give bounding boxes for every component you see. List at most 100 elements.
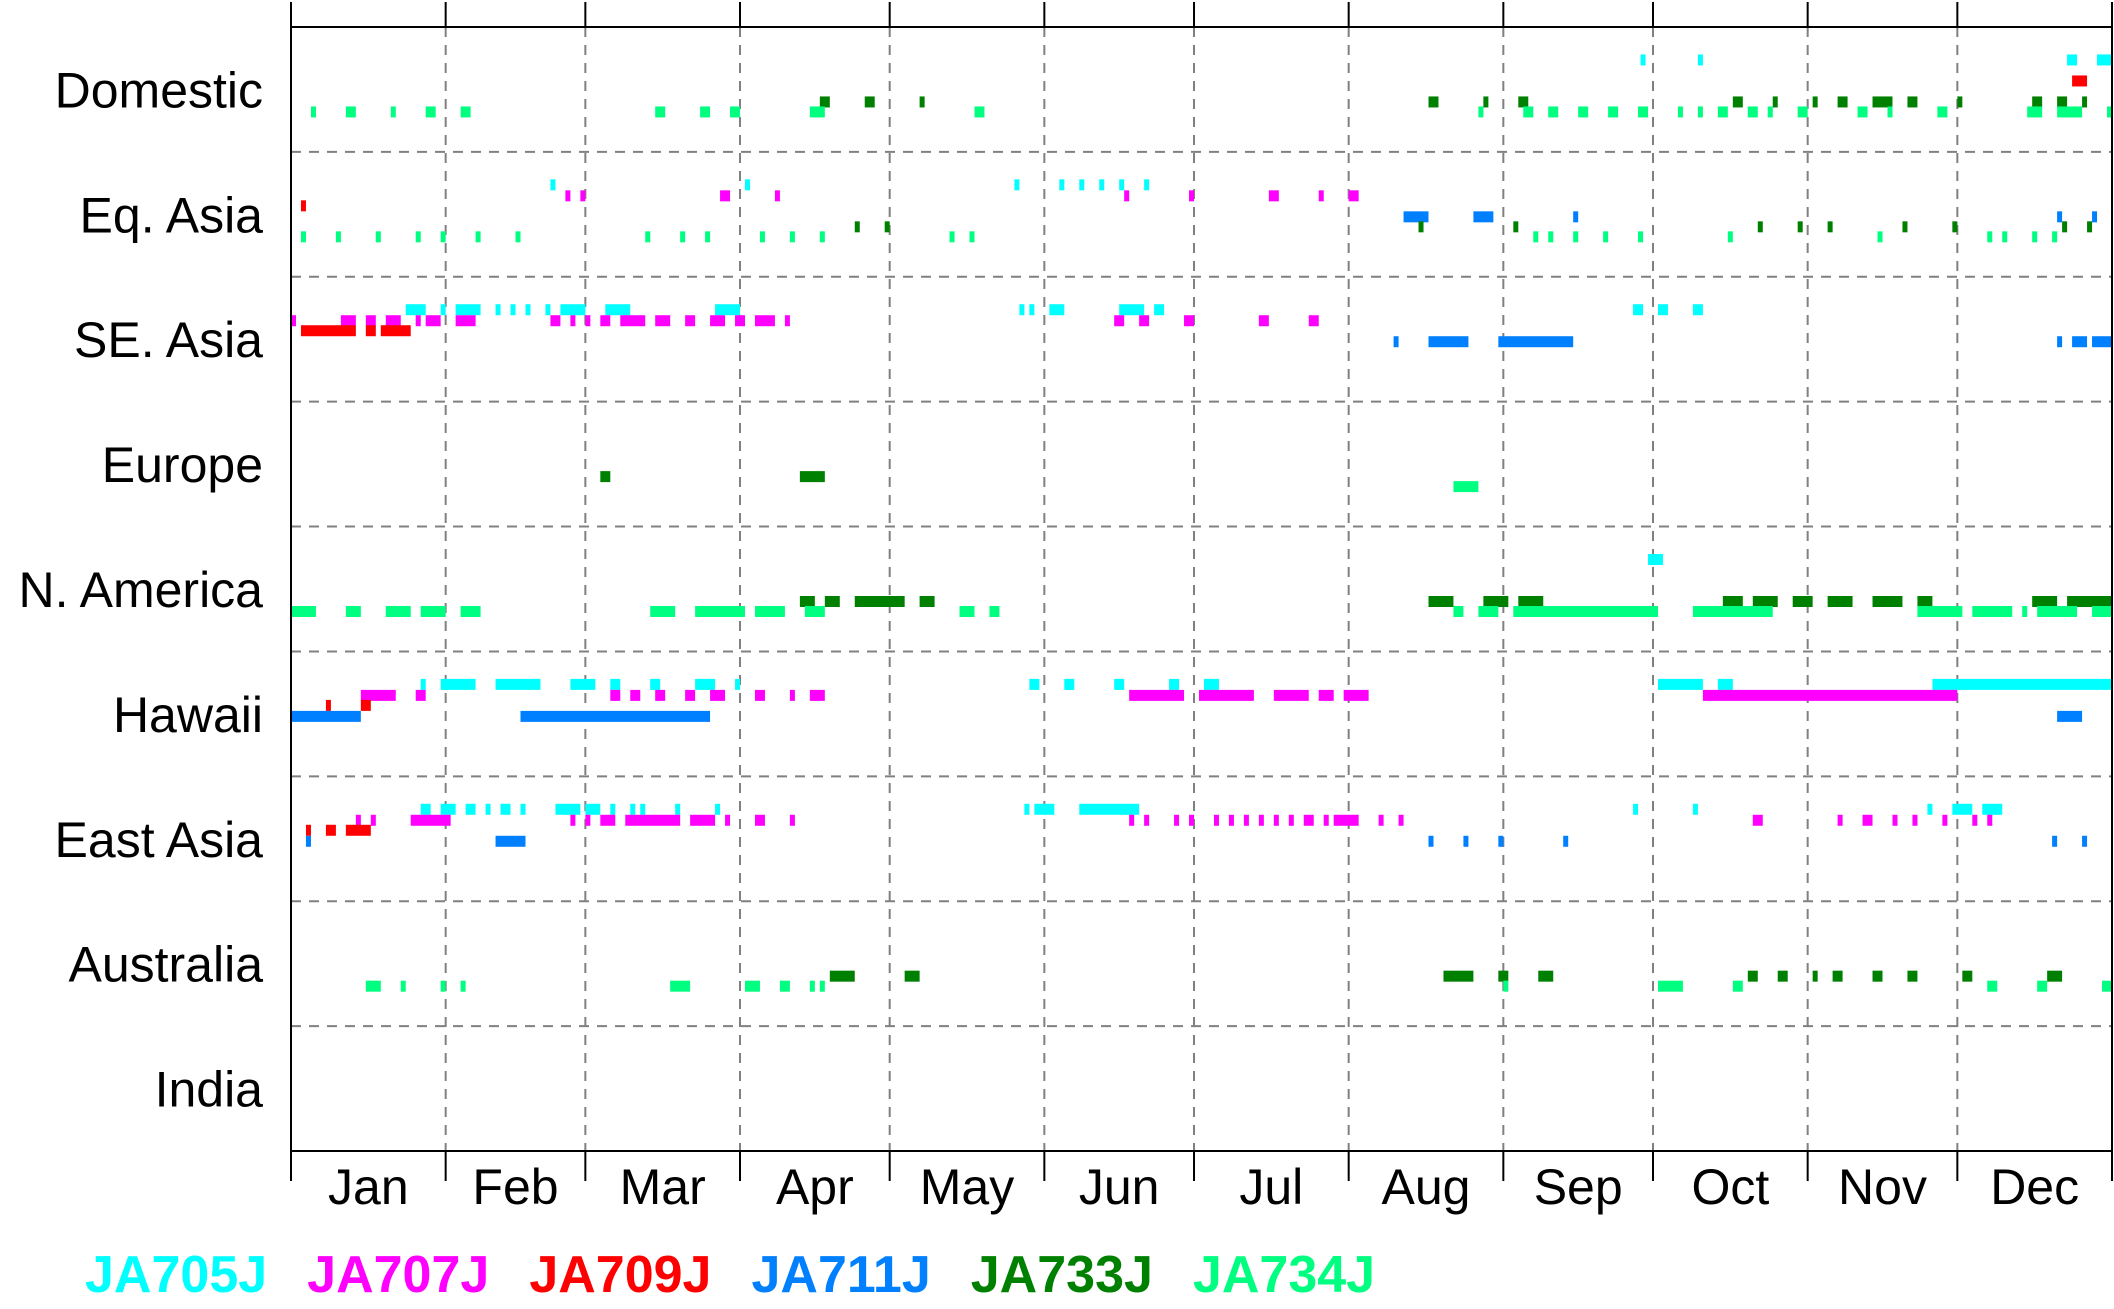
segment-ja707j xyxy=(585,315,591,327)
segment-ja734j xyxy=(345,106,356,118)
segment-ja733j xyxy=(1483,96,1489,108)
month-label: May xyxy=(920,1159,1014,1215)
segment-ja734j xyxy=(1717,106,1728,118)
segment-ja733j xyxy=(1792,596,1813,607)
segment-ja734j xyxy=(959,606,975,617)
segment-ja707j xyxy=(1199,689,1254,701)
month-label: Mar xyxy=(620,1159,706,1215)
segment-ja734j xyxy=(1887,106,1893,118)
segment-ja734j xyxy=(1987,231,1993,243)
segment-ja734j xyxy=(1548,231,1554,243)
segment-ja707j xyxy=(415,315,421,327)
segment-ja711j xyxy=(291,710,361,722)
segment-ja734j xyxy=(1533,231,1539,243)
segment-ja705j xyxy=(440,304,446,316)
segment-ja733j xyxy=(1837,96,1848,108)
segment-ja734j xyxy=(420,606,446,617)
segment-ja707j xyxy=(625,814,681,826)
segment-ja734j xyxy=(1548,106,1559,118)
segment-ja734j xyxy=(670,980,691,992)
segment-ja705j xyxy=(1114,678,1125,690)
segment-ja707j xyxy=(600,814,616,826)
segment-ja734j xyxy=(680,231,686,243)
region-label: East Asia xyxy=(55,812,264,868)
month-label: Sep xyxy=(1534,1159,1623,1215)
segment-ja734j xyxy=(1937,106,1948,118)
segment-ja733j xyxy=(799,596,815,607)
segment-ja709j xyxy=(300,325,356,337)
segment-ja705j xyxy=(1024,803,1030,815)
segment-ja705j xyxy=(520,803,526,815)
segment-ja705j xyxy=(495,678,541,690)
segment-ja734j xyxy=(365,980,381,992)
segment-ja707j xyxy=(789,689,795,701)
segment-ja705j xyxy=(1029,678,1040,690)
segment-ja733j xyxy=(2087,221,2093,233)
segment-ja705j xyxy=(715,803,721,815)
segment-ja709j xyxy=(345,824,371,836)
segment-ja734j xyxy=(974,106,985,118)
segment-ja734j xyxy=(700,106,711,118)
segment-ja733j xyxy=(1443,970,1474,982)
month-label: Apr xyxy=(776,1159,854,1215)
segment-ja707j xyxy=(685,315,696,327)
segment-ja707j xyxy=(1114,315,1125,327)
segment-ja734j xyxy=(475,231,481,243)
segment-ja734j xyxy=(1727,231,1733,243)
segment-ja734j xyxy=(655,106,666,118)
axes xyxy=(290,2,2113,1181)
segment-ja733j xyxy=(1827,596,1853,607)
segment-ja705j xyxy=(455,304,481,316)
segment-ja705j xyxy=(440,678,476,690)
segment-ja733j xyxy=(1872,970,1883,982)
segment-ja705j xyxy=(630,803,636,815)
segment-ja734j xyxy=(1453,606,1464,617)
segment-ja734j xyxy=(1692,606,1773,617)
segment-ja733j xyxy=(1513,221,1519,233)
segment-ja705j xyxy=(1154,304,1165,316)
segment-ja734j xyxy=(1638,106,1649,118)
grid xyxy=(291,27,2112,1151)
segment-ja734j xyxy=(2027,106,2043,118)
segment-ja734j xyxy=(2102,980,2112,992)
segment-ja734j xyxy=(650,606,676,617)
segment-ja707j xyxy=(1139,315,1150,327)
segment-ja733j xyxy=(1812,96,1818,108)
segment-ja733j xyxy=(1962,970,1973,982)
segment-ja733j xyxy=(2032,96,2043,108)
region-label: N. America xyxy=(18,562,263,618)
region-label: India xyxy=(155,1062,264,1118)
segment-ja705j xyxy=(1982,803,2003,815)
segment-ja733j xyxy=(1827,221,1833,233)
legend-entry-ja705j: JA705J xyxy=(85,1246,268,1304)
month-label: Jun xyxy=(1079,1159,1160,1215)
segment-ja711j xyxy=(2057,336,2063,348)
segment-ja705j xyxy=(1079,179,1085,191)
segment-ja707j xyxy=(690,814,716,826)
segment-ja707j xyxy=(1258,315,1269,327)
segment-ja734j xyxy=(385,606,411,617)
segment-ja711j xyxy=(2052,835,2058,847)
segment-ja733j xyxy=(854,221,860,233)
segment-ja734j xyxy=(460,606,481,617)
segment-ja711j xyxy=(2092,336,2112,348)
segment-ja705j xyxy=(1019,304,1025,316)
segment-ja734j xyxy=(310,106,316,118)
segment-ja711j xyxy=(520,710,711,722)
segment-ja711j xyxy=(1563,835,1569,847)
segment-ja733j xyxy=(1872,96,1893,108)
segment-ja733j xyxy=(1777,970,1788,982)
segment-ja707j xyxy=(570,814,576,826)
segment-ja734j xyxy=(1657,980,1683,992)
segment-ja734j xyxy=(804,606,825,617)
segment-ja705j xyxy=(1144,179,1150,191)
segment-ja705j xyxy=(1169,678,1180,690)
segment-ja711j xyxy=(2072,336,2088,348)
segment-ja709j xyxy=(365,325,376,337)
segment-ja705j xyxy=(1633,803,1639,815)
segment-ja734j xyxy=(335,231,341,243)
segment-ja733j xyxy=(2067,596,2112,607)
segment-ja734j xyxy=(1732,980,1743,992)
segment-ja705j xyxy=(465,803,476,815)
segment-ja707j xyxy=(1243,814,1249,826)
